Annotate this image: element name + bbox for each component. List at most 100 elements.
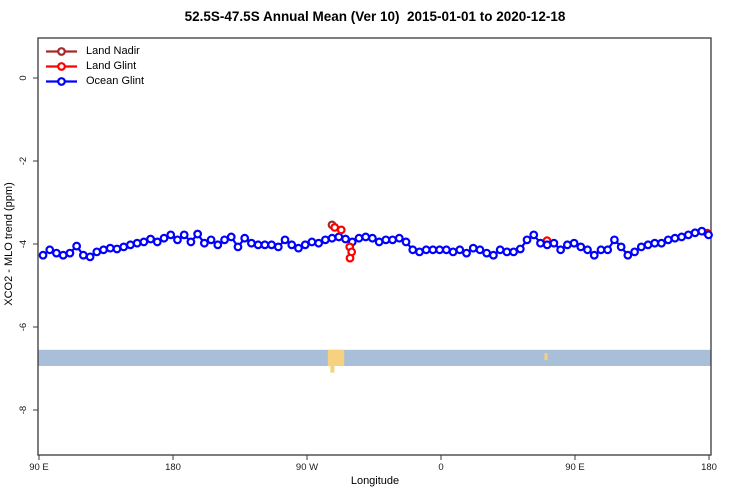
ocean-glint-point xyxy=(576,242,586,252)
ocean-glint-point xyxy=(341,234,350,244)
ocean-glint-point xyxy=(368,233,377,243)
ocean-glint-point xyxy=(542,240,552,250)
ocean-glint-point xyxy=(482,248,492,258)
ocean-glint-point xyxy=(697,226,707,236)
ocean-glint-point xyxy=(152,237,162,247)
ocean-glint-point xyxy=(583,245,592,255)
ocean-glint-point xyxy=(220,235,229,245)
ocean-glint-point xyxy=(462,248,471,258)
x-tick-label: 0 xyxy=(438,462,443,473)
ocean-glint-point xyxy=(657,238,666,248)
land-patch xyxy=(544,353,548,361)
ocean-glint-point xyxy=(489,250,498,260)
ocean-glint-point xyxy=(280,235,290,245)
ocean-glint-point xyxy=(193,229,203,239)
x-tick-label: 180 xyxy=(165,462,181,473)
ocean-glint-point xyxy=(603,245,613,255)
ocean-glint-point xyxy=(670,233,680,243)
ocean-glint-point xyxy=(146,234,155,244)
ocean-glint-point xyxy=(173,235,182,245)
x-tick-label: 90 E xyxy=(29,462,49,473)
ocean-glint-point xyxy=(536,238,545,248)
ocean-glint-point xyxy=(630,247,639,257)
ocean-glint-point xyxy=(354,233,364,243)
ocean-glint-point xyxy=(206,235,216,245)
ocean-glint-point xyxy=(166,230,176,240)
ocean-glint-point xyxy=(119,242,129,252)
ocean-glint-point xyxy=(45,245,55,255)
ocean-glint-point xyxy=(300,240,310,250)
legend-item-land-nadir: Land Nadir xyxy=(45,45,144,58)
ocean-glint-point xyxy=(616,242,626,252)
ocean-glint-point xyxy=(562,240,572,250)
ocean-glint-point xyxy=(334,232,344,242)
x-tick-label: 180 xyxy=(701,462,717,473)
ocean-glint-point xyxy=(92,247,102,257)
ocean-glint-point xyxy=(509,247,518,257)
x-axis-title: Longitude xyxy=(350,475,400,487)
ocean-glint-point xyxy=(179,230,189,240)
land-patch xyxy=(327,349,345,367)
ocean-glint-point xyxy=(677,232,687,242)
ocean-glint-point xyxy=(65,248,75,258)
ocean-glint-point xyxy=(327,233,337,243)
ocean-glint-point xyxy=(267,240,276,250)
ocean-glint-point xyxy=(159,233,169,243)
ocean-glint-point xyxy=(213,240,223,250)
ocean-glint-point xyxy=(78,250,88,260)
ocean-glint-point xyxy=(475,245,485,255)
ocean-glint-point xyxy=(374,237,384,247)
ocean-glint-point xyxy=(112,244,122,254)
ocean-glint-point xyxy=(307,237,317,247)
ocean-glint-point xyxy=(549,238,559,248)
ocean-glint-point xyxy=(408,245,418,255)
ocean-glint-point xyxy=(186,237,196,247)
ocean-glint-point xyxy=(421,245,431,255)
ocean-glint-point xyxy=(132,238,142,248)
legend-label: Ocean Glint xyxy=(86,75,145,87)
x-tick-label: 90 E xyxy=(565,462,585,473)
legend-label: Land Glint xyxy=(86,60,137,72)
ocean-glint-point xyxy=(247,238,256,248)
ocean-glint-point xyxy=(623,250,633,260)
y-tick-label: 0 xyxy=(18,75,29,80)
ocean-glint-point xyxy=(690,228,700,238)
ocean-glint-point xyxy=(441,245,451,255)
ocean-glint-point xyxy=(199,238,209,248)
ocean-glint-point xyxy=(610,235,619,245)
ocean-glint-point xyxy=(704,230,713,240)
y-tick-label: -2 xyxy=(18,157,29,165)
ocean-glint-point xyxy=(233,242,243,252)
land-nadir-marker-icon xyxy=(46,47,77,56)
ocean-glint-point xyxy=(455,245,465,255)
ocean-glint-point xyxy=(320,235,330,245)
legend-label: Land Nadir xyxy=(86,45,140,57)
ocean-glint-point xyxy=(240,233,250,243)
ocean-glint-point xyxy=(415,247,424,257)
ocean-glint-point xyxy=(596,245,606,255)
ocean-glint-point xyxy=(381,235,391,245)
land-glint-point xyxy=(345,253,355,263)
legend: Land Nadir Land Glint Ocean Glint xyxy=(45,45,144,88)
land-glint-marker-icon xyxy=(46,62,77,71)
ocean-glint-point xyxy=(589,250,599,260)
ocean-glint-point xyxy=(428,245,438,255)
y-tick-label: -4 xyxy=(18,240,29,248)
ocean-glint-point xyxy=(388,235,397,245)
ocean-glint-point xyxy=(435,245,445,255)
ocean-glint-point xyxy=(643,240,653,250)
ocean-glint-marker-icon xyxy=(46,77,77,86)
ocean-glint-point xyxy=(226,232,236,242)
ocean-glint-point xyxy=(294,243,303,253)
ocean-glint-point xyxy=(72,241,82,251)
ocean-band xyxy=(38,349,711,367)
ocean-glint-point xyxy=(105,243,115,253)
chart-title: 52.5S-47.5S Annual Mean (Ver 10) 2015-01… xyxy=(184,9,566,24)
ocean-glint-point xyxy=(495,245,505,255)
ocean-glint-point xyxy=(58,250,68,260)
ocean-glint-point xyxy=(52,248,61,258)
x-tick-label: 90 W xyxy=(296,462,318,473)
y-tick-label: -8 xyxy=(18,406,29,414)
y-axis-title: XCO2 - MLO trend (ppm) xyxy=(3,182,15,306)
